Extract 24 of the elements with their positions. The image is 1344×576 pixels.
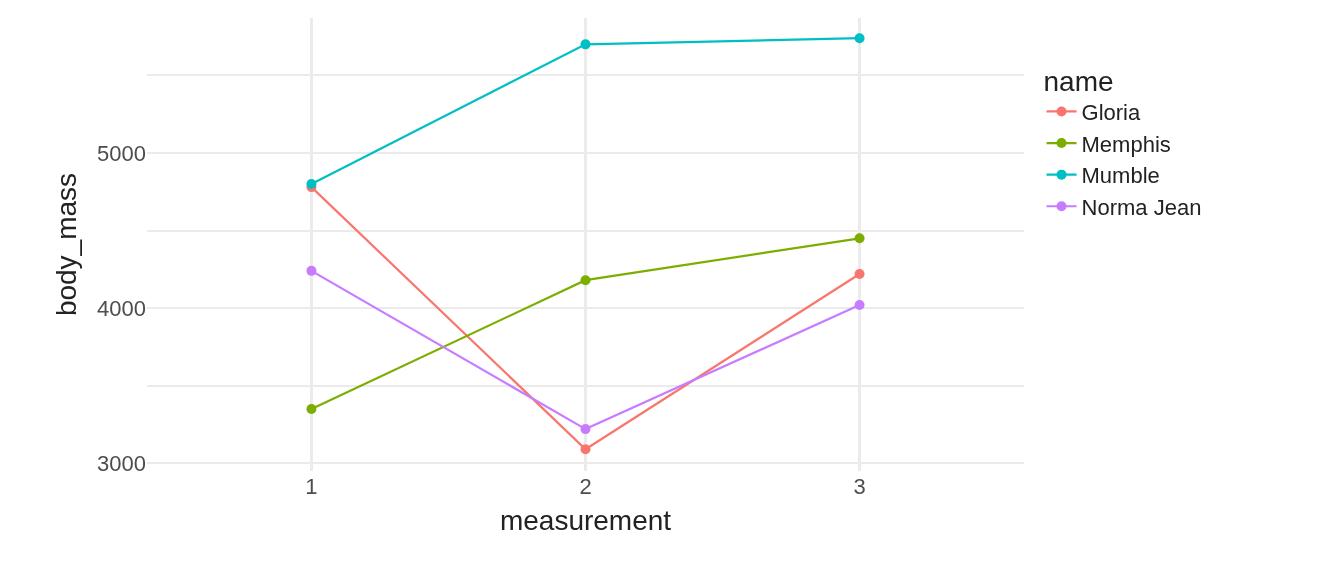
- x-tick-label: 2: [579, 474, 592, 499]
- legend-label: Memphis: [1081, 131, 1171, 157]
- x-axis-title: measurement: [499, 505, 672, 537]
- y-tick-label: 3000: [97, 450, 146, 476]
- legend-label: Norma Jean: [1081, 194, 1202, 220]
- point: [580, 275, 591, 286]
- point: [854, 33, 865, 44]
- point: [306, 403, 317, 414]
- y-axis-title: body_mass: [50, 172, 82, 317]
- point: [306, 179, 317, 189]
- legend-label: Gloria: [1081, 100, 1141, 126]
- point: [580, 444, 591, 455]
- point: [580, 424, 591, 435]
- x-tick-label: 1: [305, 474, 318, 499]
- legend-label: Mumble: [1081, 163, 1160, 189]
- y-tick-label: 4000: [97, 295, 146, 321]
- point: [854, 268, 865, 279]
- point: [306, 265, 317, 276]
- legend-title: name: [1043, 65, 1114, 97]
- point: [854, 300, 865, 310]
- y-tick-label: 5000: [97, 140, 146, 166]
- x-tick-label: 3: [853, 474, 866, 499]
- point: [580, 39, 591, 50]
- point: [854, 233, 865, 244]
